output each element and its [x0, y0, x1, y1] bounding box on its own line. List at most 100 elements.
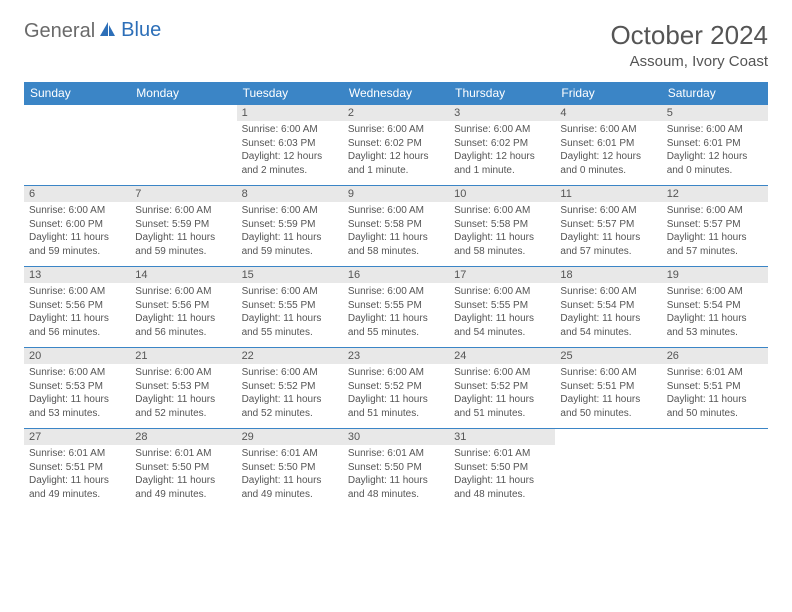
month-title: October 2024 — [610, 20, 768, 51]
day-body: Sunrise: 6:00 AMSunset: 5:55 PMDaylight:… — [237, 283, 343, 347]
day-body: Sunrise: 6:00 AMSunset: 6:03 PMDaylight:… — [237, 121, 343, 185]
sunrise-text: Sunrise: 6:00 AM — [242, 285, 338, 299]
daylight-text: Daylight: 11 hours and 48 minutes. — [348, 474, 444, 501]
sunset-text: Sunset: 5:57 PM — [560, 218, 656, 232]
sunrise-text: Sunrise: 6:00 AM — [348, 366, 444, 380]
sunset-text: Sunset: 5:53 PM — [29, 380, 125, 394]
sunset-text: Sunset: 5:57 PM — [667, 218, 763, 232]
calendar-cell: 28Sunrise: 6:01 AMSunset: 5:50 PMDayligh… — [130, 429, 236, 510]
day-body: Sunrise: 6:00 AMSunset: 5:55 PMDaylight:… — [343, 283, 449, 347]
day-number: 24 — [449, 348, 555, 364]
day-body: Sunrise: 6:00 AMSunset: 5:54 PMDaylight:… — [662, 283, 768, 347]
day-number: 4 — [555, 105, 661, 121]
day-number: 7 — [130, 186, 236, 202]
day-body: Sunrise: 6:00 AMSunset: 5:58 PMDaylight:… — [449, 202, 555, 266]
sunset-text: Sunset: 6:03 PM — [242, 137, 338, 151]
day-body: Sunrise: 6:00 AMSunset: 5:53 PMDaylight:… — [130, 364, 236, 428]
calendar-row: 20Sunrise: 6:00 AMSunset: 5:53 PMDayligh… — [24, 348, 768, 429]
day-number: 6 — [24, 186, 130, 202]
day-header: Monday — [130, 82, 236, 105]
sunrise-text: Sunrise: 6:00 AM — [454, 204, 550, 218]
day-header: Saturday — [662, 82, 768, 105]
sunset-text: Sunset: 5:52 PM — [348, 380, 444, 394]
daylight-text: Daylight: 12 hours and 1 minute. — [348, 150, 444, 177]
daylight-text: Daylight: 12 hours and 0 minutes. — [560, 150, 656, 177]
sunrise-text: Sunrise: 6:00 AM — [560, 366, 656, 380]
day-number: 18 — [555, 267, 661, 283]
day-body: Sunrise: 6:00 AMSunset: 5:53 PMDaylight:… — [24, 364, 130, 428]
day-body: Sunrise: 6:00 AMSunset: 5:52 PMDaylight:… — [343, 364, 449, 428]
sunset-text: Sunset: 5:50 PM — [242, 461, 338, 475]
day-number: 5 — [662, 105, 768, 121]
day-number: 30 — [343, 429, 449, 445]
sunrise-text: Sunrise: 6:00 AM — [454, 285, 550, 299]
calendar-cell: 24Sunrise: 6:00 AMSunset: 5:52 PMDayligh… — [449, 348, 555, 429]
logo-text-blue: Blue — [121, 19, 161, 42]
sunset-text: Sunset: 5:51 PM — [29, 461, 125, 475]
daylight-text: Daylight: 11 hours and 51 minutes. — [348, 393, 444, 420]
day-body: Sunrise: 6:00 AMSunset: 6:02 PMDaylight:… — [343, 121, 449, 185]
sunrise-text: Sunrise: 6:00 AM — [135, 285, 231, 299]
calendar-head: SundayMondayTuesdayWednesdayThursdayFrid… — [24, 82, 768, 105]
day-number: 23 — [343, 348, 449, 364]
daylight-text: Daylight: 11 hours and 52 minutes. — [242, 393, 338, 420]
sunset-text: Sunset: 6:02 PM — [348, 137, 444, 151]
calendar-cell: 31Sunrise: 6:01 AMSunset: 5:50 PMDayligh… — [449, 429, 555, 510]
calendar-body: 1Sunrise: 6:00 AMSunset: 6:03 PMDaylight… — [24, 105, 768, 510]
day-body: Sunrise: 6:00 AMSunset: 5:58 PMDaylight:… — [343, 202, 449, 266]
day-body: Sunrise: 6:00 AMSunset: 5:55 PMDaylight:… — [449, 283, 555, 347]
title-block: October 2024 Assoum, Ivory Coast — [610, 20, 768, 70]
daylight-text: Daylight: 11 hours and 57 minutes. — [667, 231, 763, 258]
calendar-cell: 17Sunrise: 6:00 AMSunset: 5:55 PMDayligh… — [449, 267, 555, 348]
header: General Blue October 2024 Assoum, Ivory … — [24, 20, 768, 70]
day-body: Sunrise: 6:00 AMSunset: 5:54 PMDaylight:… — [555, 283, 661, 347]
day-body: Sunrise: 6:01 AMSunset: 5:51 PMDaylight:… — [662, 364, 768, 428]
sunrise-text: Sunrise: 6:00 AM — [348, 204, 444, 218]
day-number: 25 — [555, 348, 661, 364]
sunrise-text: Sunrise: 6:00 AM — [242, 123, 338, 137]
day-number: 28 — [130, 429, 236, 445]
sunrise-text: Sunrise: 6:00 AM — [135, 366, 231, 380]
daylight-text: Daylight: 11 hours and 56 minutes. — [29, 312, 125, 339]
day-number: 27 — [24, 429, 130, 445]
calendar-cell: 23Sunrise: 6:00 AMSunset: 5:52 PMDayligh… — [343, 348, 449, 429]
day-body: Sunrise: 6:01 AMSunset: 5:50 PMDaylight:… — [449, 445, 555, 509]
day-body: Sunrise: 6:00 AMSunset: 5:57 PMDaylight:… — [662, 202, 768, 266]
sunrise-text: Sunrise: 6:00 AM — [348, 123, 444, 137]
calendar-cell: 8Sunrise: 6:00 AMSunset: 5:59 PMDaylight… — [237, 186, 343, 267]
calendar-cell: 29Sunrise: 6:01 AMSunset: 5:50 PMDayligh… — [237, 429, 343, 510]
sunset-text: Sunset: 5:50 PM — [348, 461, 444, 475]
calendar-cell: 21Sunrise: 6:00 AMSunset: 5:53 PMDayligh… — [130, 348, 236, 429]
day-number: 12 — [662, 186, 768, 202]
sunrise-text: Sunrise: 6:00 AM — [135, 204, 231, 218]
day-body: Sunrise: 6:00 AMSunset: 6:01 PMDaylight:… — [662, 121, 768, 185]
daylight-text: Daylight: 11 hours and 58 minutes. — [348, 231, 444, 258]
sunset-text: Sunset: 5:52 PM — [454, 380, 550, 394]
day-number: 1 — [237, 105, 343, 121]
calendar-row: 6Sunrise: 6:00 AMSunset: 6:00 PMDaylight… — [24, 186, 768, 267]
day-body: Sunrise: 6:00 AMSunset: 6:01 PMDaylight:… — [555, 121, 661, 185]
day-body: Sunrise: 6:01 AMSunset: 5:50 PMDaylight:… — [130, 445, 236, 509]
daylight-text: Daylight: 11 hours and 49 minutes. — [135, 474, 231, 501]
day-number: 10 — [449, 186, 555, 202]
sunrise-text: Sunrise: 6:01 AM — [667, 366, 763, 380]
day-body: Sunrise: 6:00 AMSunset: 5:56 PMDaylight:… — [24, 283, 130, 347]
calendar-cell — [24, 105, 130, 186]
day-header: Tuesday — [237, 82, 343, 105]
day-number: 11 — [555, 186, 661, 202]
daylight-text: Daylight: 11 hours and 50 minutes. — [667, 393, 763, 420]
sunset-text: Sunset: 6:02 PM — [454, 137, 550, 151]
calendar-cell: 22Sunrise: 6:00 AMSunset: 5:52 PMDayligh… — [237, 348, 343, 429]
day-body: Sunrise: 6:00 AMSunset: 5:59 PMDaylight:… — [237, 202, 343, 266]
day-number: 9 — [343, 186, 449, 202]
day-body: Sunrise: 6:00 AMSunset: 5:52 PMDaylight:… — [237, 364, 343, 428]
sunrise-text: Sunrise: 6:00 AM — [242, 366, 338, 380]
daylight-text: Daylight: 11 hours and 56 minutes. — [135, 312, 231, 339]
day-body: Sunrise: 6:00 AMSunset: 5:56 PMDaylight:… — [130, 283, 236, 347]
sunrise-text: Sunrise: 6:00 AM — [29, 204, 125, 218]
daylight-text: Daylight: 11 hours and 55 minutes. — [348, 312, 444, 339]
day-header: Sunday — [24, 82, 130, 105]
day-number: 31 — [449, 429, 555, 445]
day-body: Sunrise: 6:00 AMSunset: 6:02 PMDaylight:… — [449, 121, 555, 185]
daylight-text: Daylight: 11 hours and 59 minutes. — [242, 231, 338, 258]
